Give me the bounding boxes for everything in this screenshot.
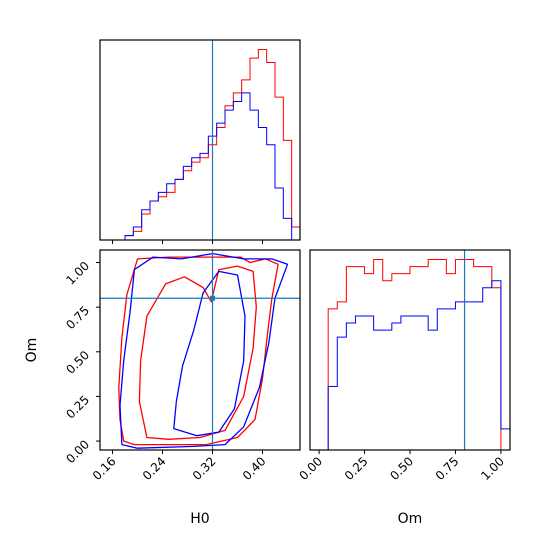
contour-blue-3 [173, 270, 246, 437]
h0-tick-label: 0.32 [190, 454, 219, 483]
om-x-tick-label: 0.75 [433, 454, 462, 483]
joint-panel [99, 249, 301, 451]
contour-red-1 [138, 265, 257, 440]
h0-tick-label: 0.16 [90, 454, 119, 483]
om-x-tick-label: 0.50 [387, 454, 416, 483]
joint-frame [99, 249, 301, 451]
om-y-tick-label: 0.75 [63, 303, 92, 332]
h0-hist-frame [99, 39, 301, 241]
y-axis-label-om: Om [24, 338, 40, 363]
om-hist-panel [309, 249, 511, 451]
h0-tick-label: 0.24 [140, 454, 169, 483]
om-y-tick-label: 0.50 [63, 348, 92, 377]
h0-tick-label: 0.40 [240, 454, 269, 483]
h0-hist-panel [99, 39, 301, 241]
om-hist-blue-step [310, 280, 510, 450]
om-y-tick-label: 0.25 [63, 393, 92, 422]
truth-marker [210, 295, 215, 301]
om-x-tick-label: 0.25 [342, 454, 371, 483]
om-x-tick-label: 1.00 [478, 454, 507, 483]
om-hist-red-step [310, 259, 510, 450]
contour-blue-2 [119, 252, 289, 449]
om-y-tick-label: 0.00 [63, 437, 92, 466]
om-x-tick-label: 0.00 [296, 454, 325, 483]
x-axis-label-om: Om [398, 511, 423, 527]
h0-hist-blue-step [100, 92, 300, 240]
om-hist-frame [309, 249, 511, 451]
om-y-tick-label: 1.00 [63, 259, 92, 288]
x-axis-label-h0: H0 [190, 511, 209, 527]
